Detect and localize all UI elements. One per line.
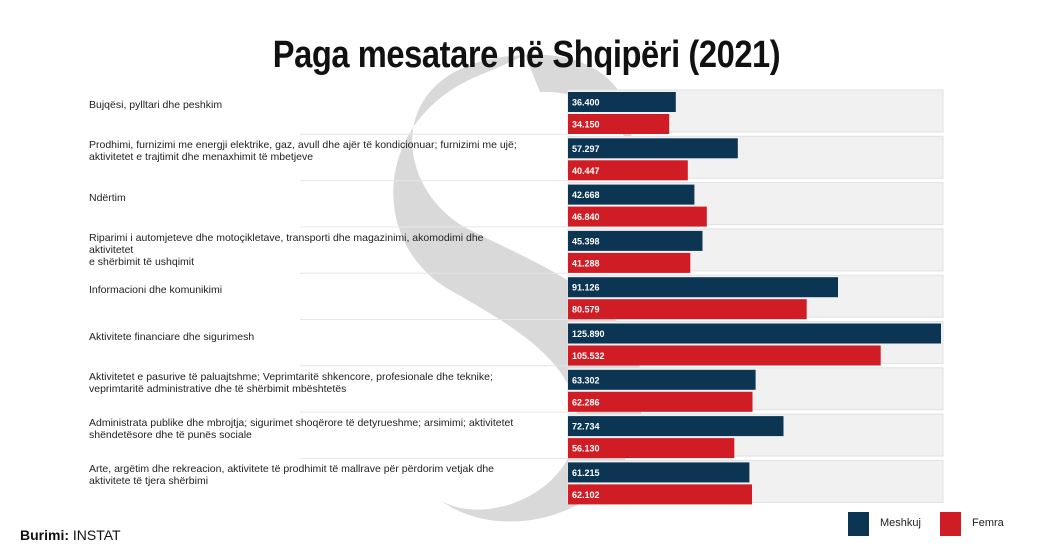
bar-femra-1: [568, 160, 688, 181]
category-label-line: Ndërtim: [89, 191, 126, 204]
category-label-line: Informacioni dhe komunikimi: [89, 284, 223, 297]
bar-femra-5: [568, 345, 881, 366]
bar-value-label: 46.840: [572, 212, 600, 222]
category-label: Administrata publike dhe mbrojtja; sigur…: [89, 417, 529, 441]
chart-title: Paga mesatare në Shqipëri (2021): [272, 34, 781, 76]
bar-meshkuj-2: [568, 184, 695, 205]
bar-meshkuj-1: [568, 138, 738, 159]
category-label-line: Aktivitete financiare dhe sigurimesh: [89, 330, 255, 343]
category-label-line: veprimtaritë administrative dhe të shërb…: [89, 382, 347, 395]
category-label: Aktivitetet e pasurive të paluajtshme; V…: [89, 371, 529, 395]
bar-meshkuj-4: [568, 277, 838, 298]
bar-femra-8: [568, 484, 752, 505]
legend-swatch-femra: [940, 512, 961, 536]
bar-value-label: 34.150: [572, 120, 600, 130]
category-label-line: Arte, argëtim dhe rekreacion, aktivitete…: [89, 463, 495, 476]
bar-femra-3: [568, 252, 691, 273]
bar-value-label: 62.286: [572, 397, 600, 407]
bar-meshkuj-0: [568, 92, 676, 112]
bar-meshkuj-5: [568, 323, 941, 344]
category-label-line: Administrata publike dhe mbrojtja; sigur…: [89, 417, 514, 430]
category-label-line: shëndetësore dhe të punës sociale: [89, 429, 252, 442]
bar-meshkuj-8: [568, 462, 750, 483]
bar-value-label: 41.288: [572, 258, 600, 268]
bar-value-label: 36.400: [572, 98, 600, 108]
legend-label-meshkuj: Meshkuj: [880, 517, 921, 529]
category-label-line: Riparimi i automjeteve dhe motoçikletave…: [89, 231, 484, 256]
bar-femra-2: [568, 206, 707, 227]
bar-femra-7: [568, 438, 735, 459]
category-label: Prodhimi, furnizimi me energji elektrike…: [89, 139, 529, 163]
bar-value-label: 57.297: [572, 144, 600, 154]
category-label-line: e shërbimit të ushqimit: [89, 255, 195, 268]
bar-femra-0: [568, 114, 670, 134]
legend-label-femra: Femra: [972, 517, 1004, 529]
category-label: Bujqësi, pylltari dhe peshkim: [89, 99, 529, 111]
bar-value-label: 125.890: [572, 329, 605, 339]
source-note: Burimi: INSTAT: [20, 527, 121, 543]
category-label: Riparimi i automjeteve dhe motoçikletave…: [89, 232, 529, 268]
bar-femra-6: [568, 391, 753, 412]
bar-value-label: 62.102: [572, 490, 600, 500]
bar-meshkuj-6: [568, 369, 756, 390]
bar-value-label: 63.302: [572, 375, 600, 385]
category-label-line: Aktivitetet e pasurive të paluajtshme; V…: [89, 370, 493, 383]
category-label: Arte, argëtim dhe rekreacion, aktivitete…: [89, 463, 529, 487]
bar-meshkuj-3: [568, 230, 703, 251]
bar-meshkuj-7: [568, 416, 784, 437]
source-value: INSTAT: [72, 527, 121, 543]
bar-value-label: 61.215: [572, 468, 600, 478]
category-label-line: aktivitetet e trajtimit dhe menaxhimit t…: [89, 151, 314, 164]
bar-value-label: 56.130: [572, 444, 600, 454]
category-label-line: Bujqësi, pylltari dhe peshkim: [89, 99, 223, 111]
bar-value-label: 40.447: [572, 166, 600, 176]
category-label: Ndërtim: [89, 192, 529, 204]
bar-value-label: 91.126: [572, 283, 600, 293]
category-label: Aktivitete financiare dhe sigurimesh: [89, 331, 529, 343]
category-label: Informacioni dhe komunikimi: [89, 284, 529, 296]
bar-value-label: 105.532: [572, 351, 605, 361]
category-label-line: Prodhimi, furnizimi me energji elektrike…: [89, 139, 517, 152]
bar-value-label: 42.668: [572, 190, 600, 200]
bar-value-label: 80.579: [572, 305, 600, 315]
legend-swatch-meshkuj: [848, 512, 869, 536]
category-label-line: aktivitete të tjera shërbimi: [89, 475, 209, 488]
bar-value-label: 72.734: [572, 422, 600, 432]
bar-femra-4: [568, 299, 807, 320]
source-label: Burimi:: [20, 527, 69, 543]
bar-value-label: 45.398: [572, 236, 600, 246]
